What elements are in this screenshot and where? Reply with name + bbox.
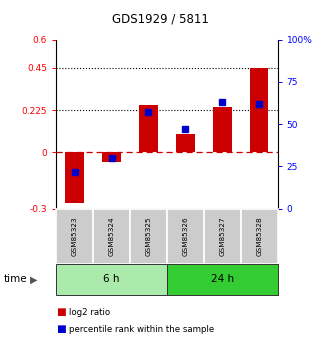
- Bar: [93, 209, 130, 264]
- Bar: [65, 152, 84, 203]
- Text: time: time: [3, 275, 27, 284]
- Text: GSM85327: GSM85327: [219, 217, 225, 256]
- Bar: [241, 209, 278, 264]
- Text: GDS1929 / 5811: GDS1929 / 5811: [112, 12, 209, 25]
- Text: 6 h: 6 h: [103, 275, 120, 284]
- Bar: [56, 209, 93, 264]
- Text: GSM85326: GSM85326: [182, 217, 188, 256]
- Bar: [102, 152, 121, 162]
- Bar: [250, 68, 268, 152]
- Bar: [167, 264, 278, 295]
- Bar: [176, 134, 195, 152]
- Text: GSM85323: GSM85323: [72, 217, 78, 256]
- Text: percentile rank within the sample: percentile rank within the sample: [69, 325, 214, 334]
- Text: GSM85325: GSM85325: [145, 217, 152, 256]
- Text: 24 h: 24 h: [211, 275, 234, 284]
- Bar: [56, 264, 167, 295]
- Bar: [139, 106, 158, 152]
- Bar: [167, 209, 204, 264]
- Text: GSM85324: GSM85324: [108, 217, 115, 256]
- Text: GSM85328: GSM85328: [256, 217, 262, 256]
- Text: ■: ■: [56, 307, 66, 317]
- Text: ▶: ▶: [30, 275, 38, 284]
- Bar: [130, 209, 167, 264]
- Bar: [204, 209, 241, 264]
- Text: ■: ■: [56, 325, 66, 334]
- Text: log2 ratio: log2 ratio: [69, 308, 110, 317]
- Bar: [213, 107, 231, 152]
